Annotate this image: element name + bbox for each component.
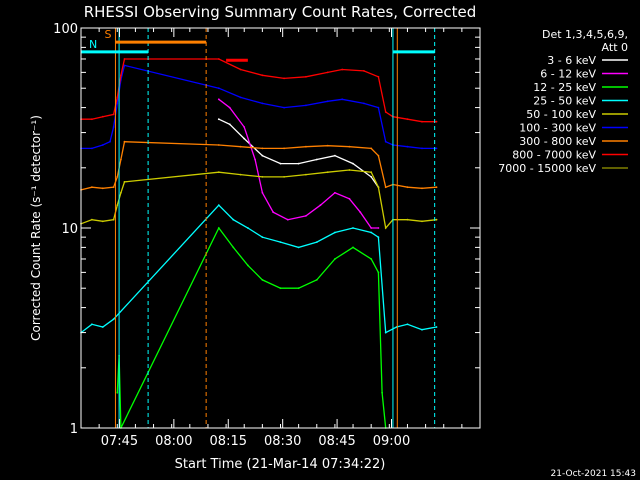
series-line-7	[81, 58, 437, 123]
plot-frame	[80, 27, 481, 429]
y-axis-label: Corrected Count Rate (s⁻¹ detector⁻¹)	[29, 115, 43, 341]
legend-label: 300 - 800 keV	[519, 135, 596, 148]
legend-header: Att 0	[602, 41, 628, 54]
overlay-label-N: N	[89, 38, 97, 51]
series-line-0	[218, 118, 379, 188]
series-line-2	[116, 226, 387, 429]
x-tick-label: 09:00	[373, 434, 410, 449]
series-line-3	[80, 204, 437, 334]
y-tick-label: 10	[61, 222, 78, 237]
series-line-6	[80, 141, 437, 191]
legend-header: Det 1,3,4,5,6,9,	[542, 28, 628, 41]
axis-ticks: 07:45 08:00 08:15 08:30 08:45 09:00 1 10 100	[53, 22, 481, 449]
legend-label: 800 - 7000 keV	[512, 149, 596, 162]
y-tick-label: 100	[53, 22, 78, 37]
series-line-1	[218, 98, 379, 229]
series-line-5	[81, 64, 437, 150]
legend-label: 12 - 25 keV	[533, 81, 596, 94]
x-axis-label: Start Time (21-Mar-14 07:34:22)	[175, 457, 386, 472]
legend-label: 7000 - 15000 keV	[498, 162, 596, 175]
chart-title: RHESSI Observing Summary Count Rates, Co…	[84, 3, 477, 21]
legend-label: 25 - 50 keV	[533, 95, 596, 108]
x-tick-label: 08:45	[318, 434, 355, 449]
legend-label: 100 - 300 keV	[519, 122, 596, 135]
overlay-label-S: S	[104, 28, 111, 41]
y-tick-label: 1	[70, 422, 78, 437]
series-line-4	[80, 169, 437, 230]
x-tick-label: 08:00	[155, 434, 192, 449]
legend-label: 50 - 100 keV	[526, 108, 596, 121]
x-tick-label: 08:15	[210, 434, 247, 449]
x-tick-label: 07:45	[101, 434, 138, 449]
legend-label: 3 - 6 keV	[547, 54, 596, 67]
plot-timestamp: 21-Oct-2021 15:43	[551, 469, 636, 479]
x-tick-label: 08:30	[264, 434, 301, 449]
series-lines	[80, 58, 438, 429]
overlay-markers: SN	[81, 28, 436, 428]
legend-label: 6 - 12 keV	[540, 68, 596, 81]
